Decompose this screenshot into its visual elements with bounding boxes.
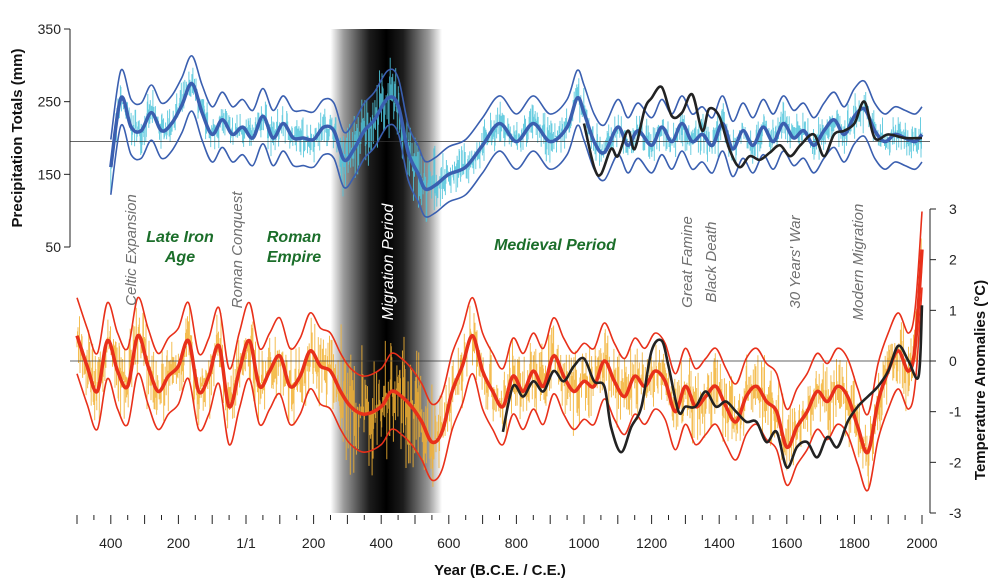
precipitation-tick-label: 150 xyxy=(38,166,62,182)
year-tick-label: 200 xyxy=(302,535,326,551)
year-tick-label: 400 xyxy=(370,535,394,551)
label-migration-period: Migration Period xyxy=(380,203,397,321)
year-tick-label: 200 xyxy=(167,535,191,551)
precipitation-tick-label: 350 xyxy=(38,21,62,37)
year-tick-label: 400 xyxy=(99,535,123,551)
temperature-tick-label: -3 xyxy=(949,505,962,521)
precipitation-lower-band xyxy=(110,110,923,218)
year-tick-label: 1400 xyxy=(704,535,735,551)
year-tick-label: 1/1 xyxy=(236,535,256,551)
precipitation-instrumental-line xyxy=(582,85,923,177)
label-roman-conquest: Roman Conquest xyxy=(229,191,246,309)
temperature-tick-label: 1 xyxy=(949,302,957,318)
year-tick-label: 1600 xyxy=(771,535,802,551)
label-celtic-expansion: Celtic Expansion xyxy=(123,194,140,306)
precipitation-axis-title: Precipitation Totals (mm) xyxy=(9,49,26,228)
label-30-years-war: 30 Years' War xyxy=(787,214,804,308)
label-roman-empire: Roman xyxy=(267,229,321,246)
temperature-tick-label: 2 xyxy=(949,252,957,268)
year-axis-title: Year (B.C.E. / C.E.) xyxy=(434,562,566,579)
precipitation-upper-band xyxy=(110,55,923,163)
label-black-death: Black Death xyxy=(703,222,720,303)
label-modern-migration: Modern Migration xyxy=(850,204,867,321)
temperature-tick-label: -2 xyxy=(949,454,962,470)
precipitation-series-line xyxy=(109,81,924,192)
year-tick-label: 800 xyxy=(505,535,529,551)
label-great-famine: Great Famine xyxy=(679,216,696,308)
temperature-tick-label: -1 xyxy=(949,404,962,420)
year-tick-label: 1800 xyxy=(839,535,870,551)
temperature-lower-band xyxy=(76,287,923,492)
year-tick-label: 600 xyxy=(437,535,461,551)
temperature-tick-label: 0 xyxy=(949,353,957,369)
label-medieval-period: Medieval Period xyxy=(494,237,617,254)
precipitation-tick-label: 250 xyxy=(38,94,62,110)
label-roman-empire-2: Empire xyxy=(267,249,321,266)
temperature-series-line xyxy=(75,249,924,455)
temperature-tick-label: 3 xyxy=(949,201,957,217)
precipitation-tick-label: 50 xyxy=(45,239,61,255)
year-tick-label: 2000 xyxy=(906,535,937,551)
temperature-instrumental-line xyxy=(501,305,924,469)
temperature-upper-band xyxy=(76,211,923,416)
label-late-iron-age-2: Age xyxy=(164,249,195,266)
temperature-axis-title: Temperature Anomalies (°C) xyxy=(972,280,989,480)
year-tick-label: 1000 xyxy=(568,535,599,551)
label-late-iron-age: Late Iron xyxy=(146,229,214,246)
year-tick-label: 1200 xyxy=(636,535,667,551)
